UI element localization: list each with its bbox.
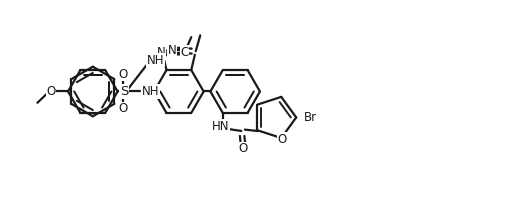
Text: C: C <box>181 46 188 58</box>
Text: HN: HN <box>212 120 229 133</box>
Text: O: O <box>46 85 56 98</box>
Text: O: O <box>119 102 128 115</box>
Text: N: N <box>168 44 176 57</box>
Text: NH: NH <box>146 54 164 67</box>
Text: O: O <box>278 133 287 146</box>
Text: O: O <box>119 68 128 81</box>
Text: O: O <box>238 143 248 155</box>
Text: N: N <box>157 46 166 59</box>
Text: NH: NH <box>142 85 159 98</box>
Text: Br: Br <box>304 111 318 124</box>
Text: S: S <box>120 85 128 98</box>
